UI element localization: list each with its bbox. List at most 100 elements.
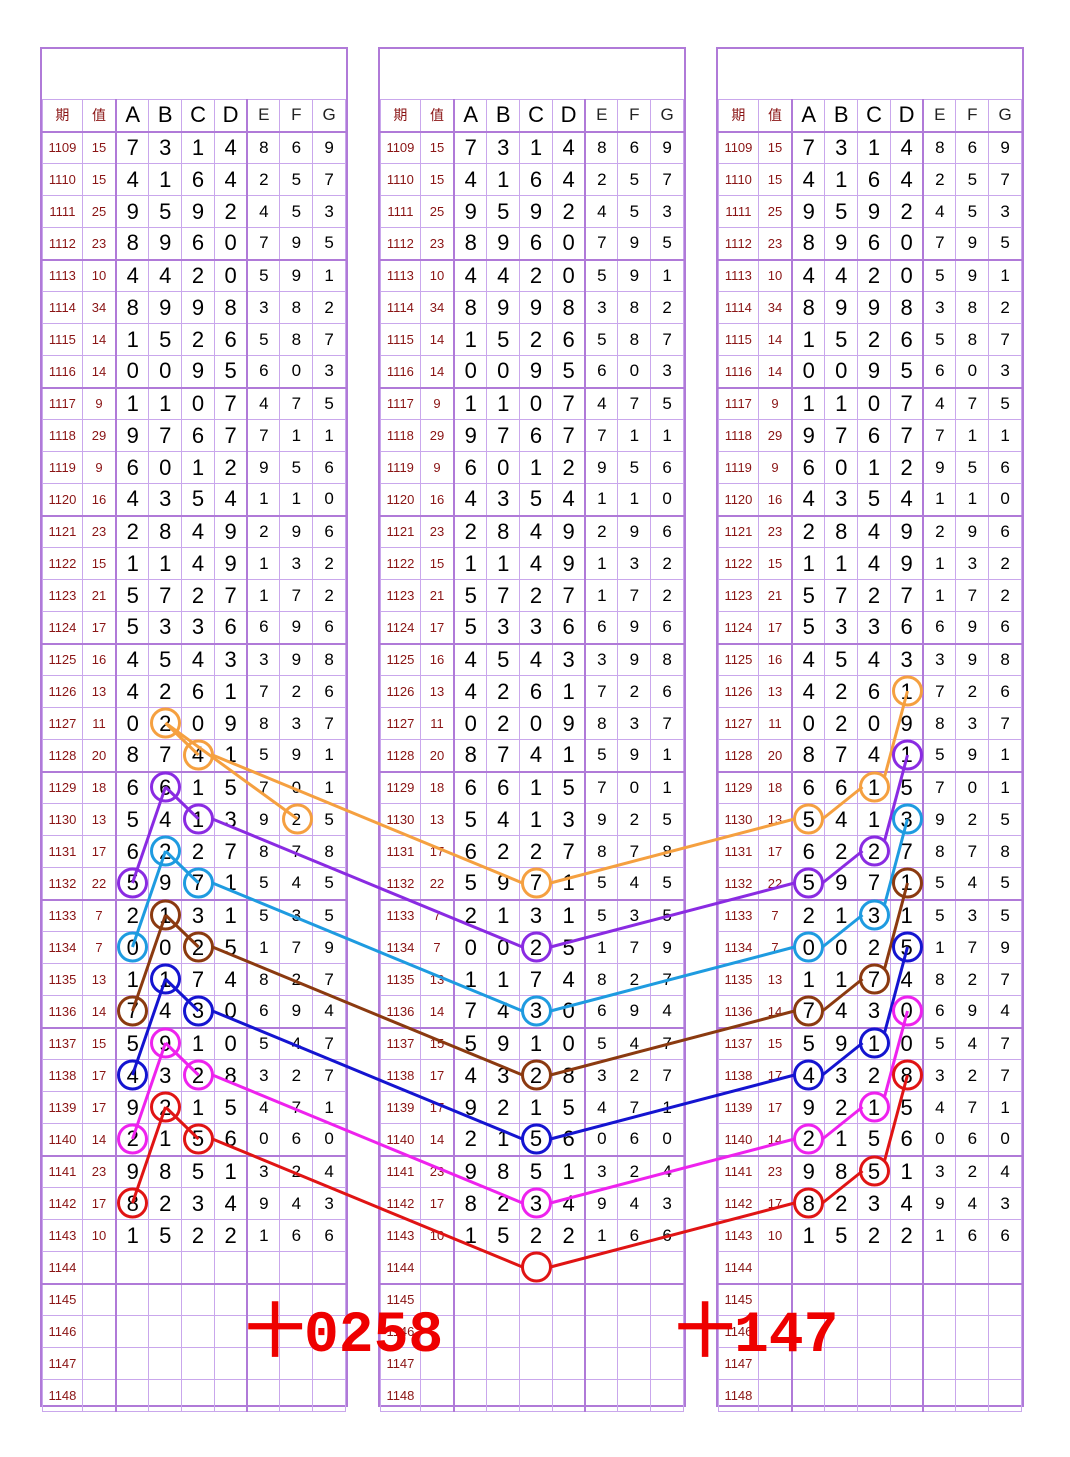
table-row: 1129 18 6 6 1 5 7 0 1	[42, 770, 346, 804]
digit-cell: 5	[312, 386, 346, 420]
digit-cell: 7	[453, 130, 488, 164]
digit-cell: 0	[584, 1123, 619, 1156]
digit-cell: 3	[857, 611, 891, 644]
digit-cell: 9	[519, 291, 553, 324]
digit-cell: 4	[650, 1154, 684, 1188]
digit-cell	[988, 1347, 1022, 1380]
digit-cell: 9	[486, 227, 521, 260]
value-cell: 13	[757, 963, 793, 996]
digit-cell: 2	[453, 1123, 488, 1156]
issue-cell: 1117	[380, 386, 421, 420]
digit-cell	[519, 1282, 553, 1316]
digit-cell: 1	[791, 547, 826, 580]
digit-cell: 2	[857, 258, 891, 292]
digit-cell: 7	[617, 579, 652, 612]
table-row: 1112 23 8 9 6 0 7 9 5	[42, 227, 346, 260]
issue-cell: 1118	[380, 419, 421, 452]
digit-cell: 7	[650, 707, 684, 740]
value-cell: 9	[419, 451, 455, 484]
digit-cell: 4	[213, 963, 248, 996]
digit-cell	[551, 1315, 586, 1348]
digit-cell: 9	[650, 130, 684, 164]
digit-cell: 9	[213, 707, 248, 740]
issue-cell: 1144	[380, 1251, 421, 1284]
digit-cell: 4	[889, 163, 924, 196]
digit-cell: 3	[889, 642, 924, 676]
digit-cell: 9	[889, 514, 924, 548]
value-cell: 14	[757, 995, 793, 1028]
issue-cell: 1147	[380, 1347, 421, 1380]
digit-cell: 1	[791, 323, 826, 356]
digit-cell: 5	[551, 1091, 586, 1124]
digit-cell: 6	[181, 227, 215, 260]
digit-cell: 7	[617, 1091, 652, 1124]
digit-cell: 3	[584, 1154, 619, 1188]
table-row: 1127 11 0 2 0 9 8 3 7	[718, 707, 1022, 740]
digit-cell: 9	[955, 258, 990, 292]
table-row: 1109 15 7 3 1 4 8 6 9	[42, 130, 346, 164]
issue-cell: 1133	[42, 898, 83, 932]
value-cell: 34	[81, 291, 117, 324]
digit-cell: 5	[889, 355, 924, 388]
digit-cell: 5	[551, 931, 586, 964]
digit-cell: 6	[988, 514, 1022, 548]
value-cell: 11	[757, 707, 793, 740]
table-row: 1147	[380, 1347, 684, 1380]
digit-cell: 7	[988, 707, 1022, 740]
table-row: 1122 15 1 1 4 9 1 3 2	[42, 547, 346, 580]
digit-cell: 7	[312, 1059, 346, 1092]
value-cell: 14	[419, 1123, 455, 1156]
digit-cell: 4	[486, 258, 521, 292]
digit-cell: 4	[617, 1187, 652, 1220]
digit-cell: 1	[650, 258, 684, 292]
digit-cell: 4	[551, 963, 586, 996]
digit-cell: 2	[181, 835, 215, 868]
digit-cell: 1	[857, 1026, 891, 1060]
digit-cell: 2	[922, 514, 957, 548]
value-cell: 10	[419, 1219, 455, 1252]
digit-cell: 3	[181, 1187, 215, 1220]
issue-cell: 1143	[42, 1219, 83, 1252]
digit-cell: 9	[584, 451, 619, 484]
digit-cell: 9	[617, 995, 652, 1028]
digit-cell: 3	[181, 898, 215, 932]
digit-cell: 3	[486, 1059, 521, 1092]
digit-cell: 7	[551, 386, 586, 420]
digit-cell: 5	[922, 898, 957, 932]
digit-cell: 2	[551, 1219, 586, 1252]
digit-cell: 5	[988, 803, 1022, 836]
digit-cell: 7	[279, 579, 314, 612]
digit-cell: 2	[312, 547, 346, 580]
digit-cell: 4	[889, 1187, 924, 1220]
digit-cell: 6	[922, 995, 957, 1028]
digit-cell: 2	[955, 1059, 990, 1092]
issue-cell: 1119	[718, 451, 759, 484]
value-cell: 11	[419, 707, 455, 740]
digit-cell: 3	[246, 1059, 281, 1092]
issue-cell: 1128	[42, 739, 83, 772]
digit-cell	[181, 1315, 215, 1348]
value-cell: 7	[757, 898, 793, 932]
digit-cell: 5	[246, 323, 281, 356]
value-cell: 16	[757, 483, 793, 516]
table-row: 1146	[380, 1315, 684, 1348]
digit-cell: 5	[988, 386, 1022, 420]
table-row: 1114 34 8 9 9 8 3 8 2	[718, 291, 1022, 324]
digit-cell: 1	[650, 1091, 684, 1124]
table-row: 1144	[42, 1251, 346, 1284]
digit-cell: 0	[279, 770, 314, 804]
digit-cell: 1	[889, 675, 924, 708]
digit-cell: 9	[246, 451, 281, 484]
digit-cell: 2	[617, 963, 652, 996]
digit-cell: 7	[988, 1026, 1022, 1060]
digit-cell: 9	[791, 1154, 826, 1188]
digit-cell: 8	[115, 1187, 150, 1220]
table-row: 1139 17 9 2 1 5 4 7 1	[380, 1091, 684, 1124]
table-row: 1112 23 8 9 6 0 7 9 5	[380, 227, 684, 260]
issue-cell: 1116	[380, 355, 421, 388]
digit-cell: 2	[115, 514, 150, 548]
digit-cell: 7	[148, 419, 183, 452]
digit-cell	[584, 1282, 619, 1316]
digit-cell: 5	[181, 1154, 215, 1188]
digit-cell: 2	[181, 579, 215, 612]
